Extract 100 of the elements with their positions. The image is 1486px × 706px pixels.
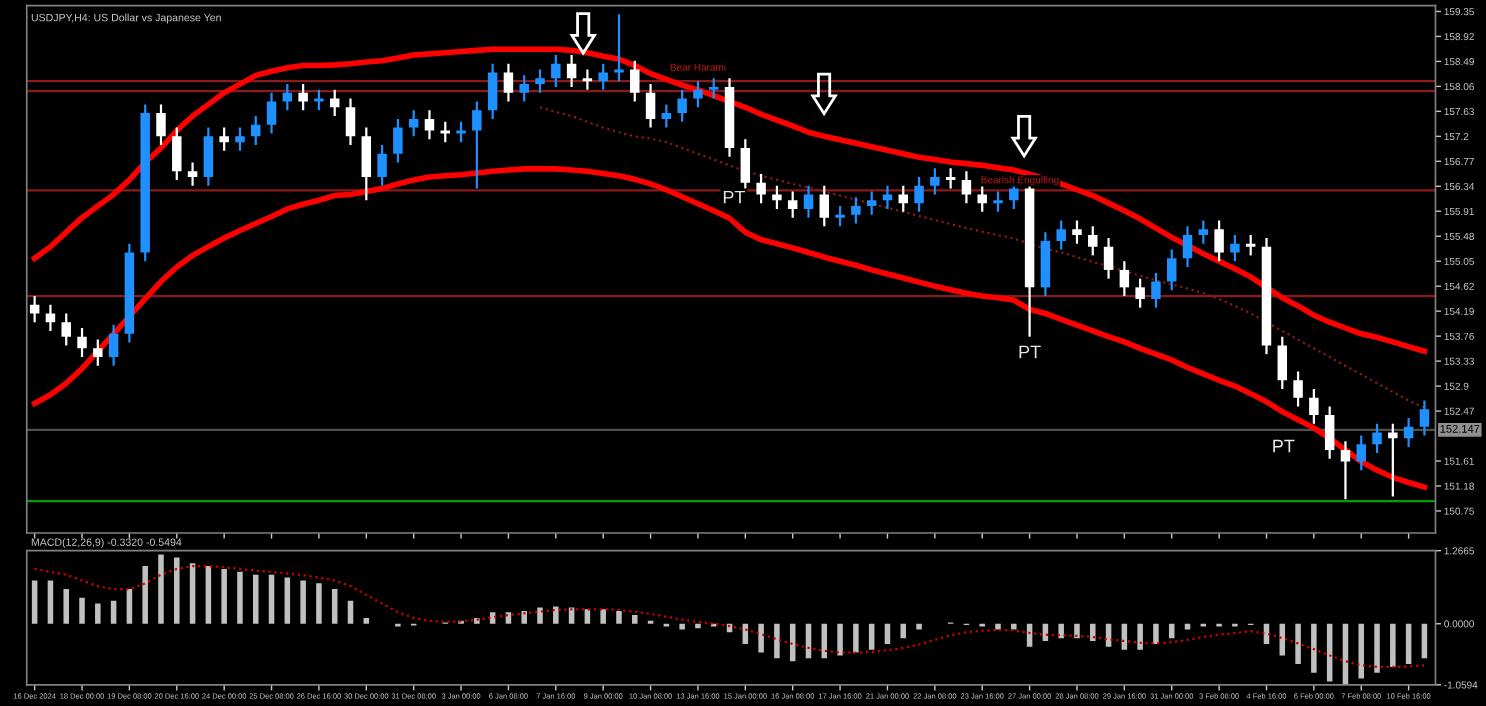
annotation: PT: [723, 190, 746, 204]
candlestick: [298, 82, 308, 112]
candlestick: [898, 184, 908, 213]
candlestick: [866, 190, 877, 216]
candlestick: [819, 184, 830, 228]
candlestick: [1103, 236, 1114, 280]
candlestick: [535, 68, 545, 94]
bar: [916, 623, 922, 630]
candlestick: [1340, 440, 1351, 501]
bar: [1011, 623, 1017, 630]
candlestick: [235, 126, 245, 152]
candlestick: [551, 53, 561, 89]
candlestick: [1372, 422, 1382, 454]
candlestick: [203, 126, 214, 187]
candlestick: [93, 338, 103, 367]
candlestick: [1403, 416, 1414, 449]
candlestick: [1088, 225, 1098, 257]
candlestick: [645, 82, 656, 129]
bar: [331, 589, 338, 624]
candlestick: [1324, 405, 1335, 460]
bar: [347, 600, 354, 624]
candlestick: [266, 91, 277, 135]
bar: [616, 611, 622, 624]
candlestick: [1277, 335, 1288, 391]
bar: [1090, 623, 1096, 642]
candlestick: [487, 62, 498, 121]
candlestick: [566, 53, 577, 89]
candlestick: [108, 323, 119, 367]
annotation: PT: [1019, 345, 1041, 359]
bar: [1074, 623, 1080, 639]
candlestick: [993, 190, 1003, 213]
candlestick: [787, 190, 798, 219]
candlestick: [472, 100, 482, 190]
bar: [363, 617, 370, 624]
candlestick: [45, 303, 56, 333]
candlestick: [1040, 231, 1051, 298]
bar: [774, 623, 780, 659]
candlestick: [1151, 271, 1161, 309]
candlestick: [377, 143, 387, 187]
bar: [63, 589, 69, 624]
line-series: [33, 564, 1426, 669]
candlestick: [914, 175, 924, 213]
bar: [110, 600, 117, 624]
bar: [553, 606, 559, 624]
bar: [316, 583, 322, 624]
candlestick: [835, 204, 845, 228]
candlestick: [772, 184, 782, 211]
candlestick: [1198, 219, 1209, 245]
candlestick: [1230, 233, 1240, 263]
candlestick: [1245, 233, 1256, 257]
bar: [1405, 623, 1412, 665]
bar: [900, 623, 907, 639]
bar: [31, 580, 38, 624]
bar: [679, 623, 685, 630]
candlestick: [598, 62, 608, 91]
bar: [868, 623, 875, 650]
candlestick: [61, 312, 71, 347]
candlestick: [945, 167, 956, 190]
candlestick: [961, 170, 972, 205]
bar: [1374, 623, 1380, 673]
bar: [126, 589, 133, 624]
bar: [995, 623, 1001, 630]
candlestick: [393, 117, 403, 164]
bar: [837, 623, 843, 656]
candlestick: [677, 88, 687, 123]
candlestick: [693, 80, 703, 109]
bar: [600, 609, 606, 624]
candlestick: [503, 62, 514, 103]
bar: [758, 623, 764, 653]
candlestick: [1293, 370, 1303, 408]
candlestick: [1072, 219, 1082, 245]
candlestick: [661, 103, 672, 129]
bar: [853, 623, 859, 653]
candlestick: [1182, 225, 1193, 269]
candlestick: [1135, 277, 1145, 309]
candlestick: [156, 103, 166, 147]
candlestick: [77, 326, 87, 359]
bar: [252, 574, 259, 624]
bar: [268, 574, 275, 624]
bar: [300, 580, 306, 624]
bar: [537, 607, 543, 624]
candlestick: [740, 138, 751, 193]
annotation: PT: [1273, 439, 1295, 453]
candlestick: [930, 167, 940, 196]
candlestick: [219, 126, 229, 152]
bar: [79, 597, 85, 624]
bar: [189, 563, 196, 624]
bar: [584, 609, 591, 624]
candlestick: [251, 114, 261, 147]
candlestick: [882, 184, 893, 211]
bar: [205, 566, 212, 624]
bar: [521, 611, 527, 624]
bar: [1311, 623, 1317, 673]
bar: [47, 580, 54, 624]
bar: [1137, 623, 1143, 650]
bar: [1058, 623, 1064, 639]
bar: [1295, 623, 1301, 665]
bar: [221, 568, 227, 624]
candlestick: [630, 59, 640, 103]
candlestick: [1419, 399, 1430, 437]
